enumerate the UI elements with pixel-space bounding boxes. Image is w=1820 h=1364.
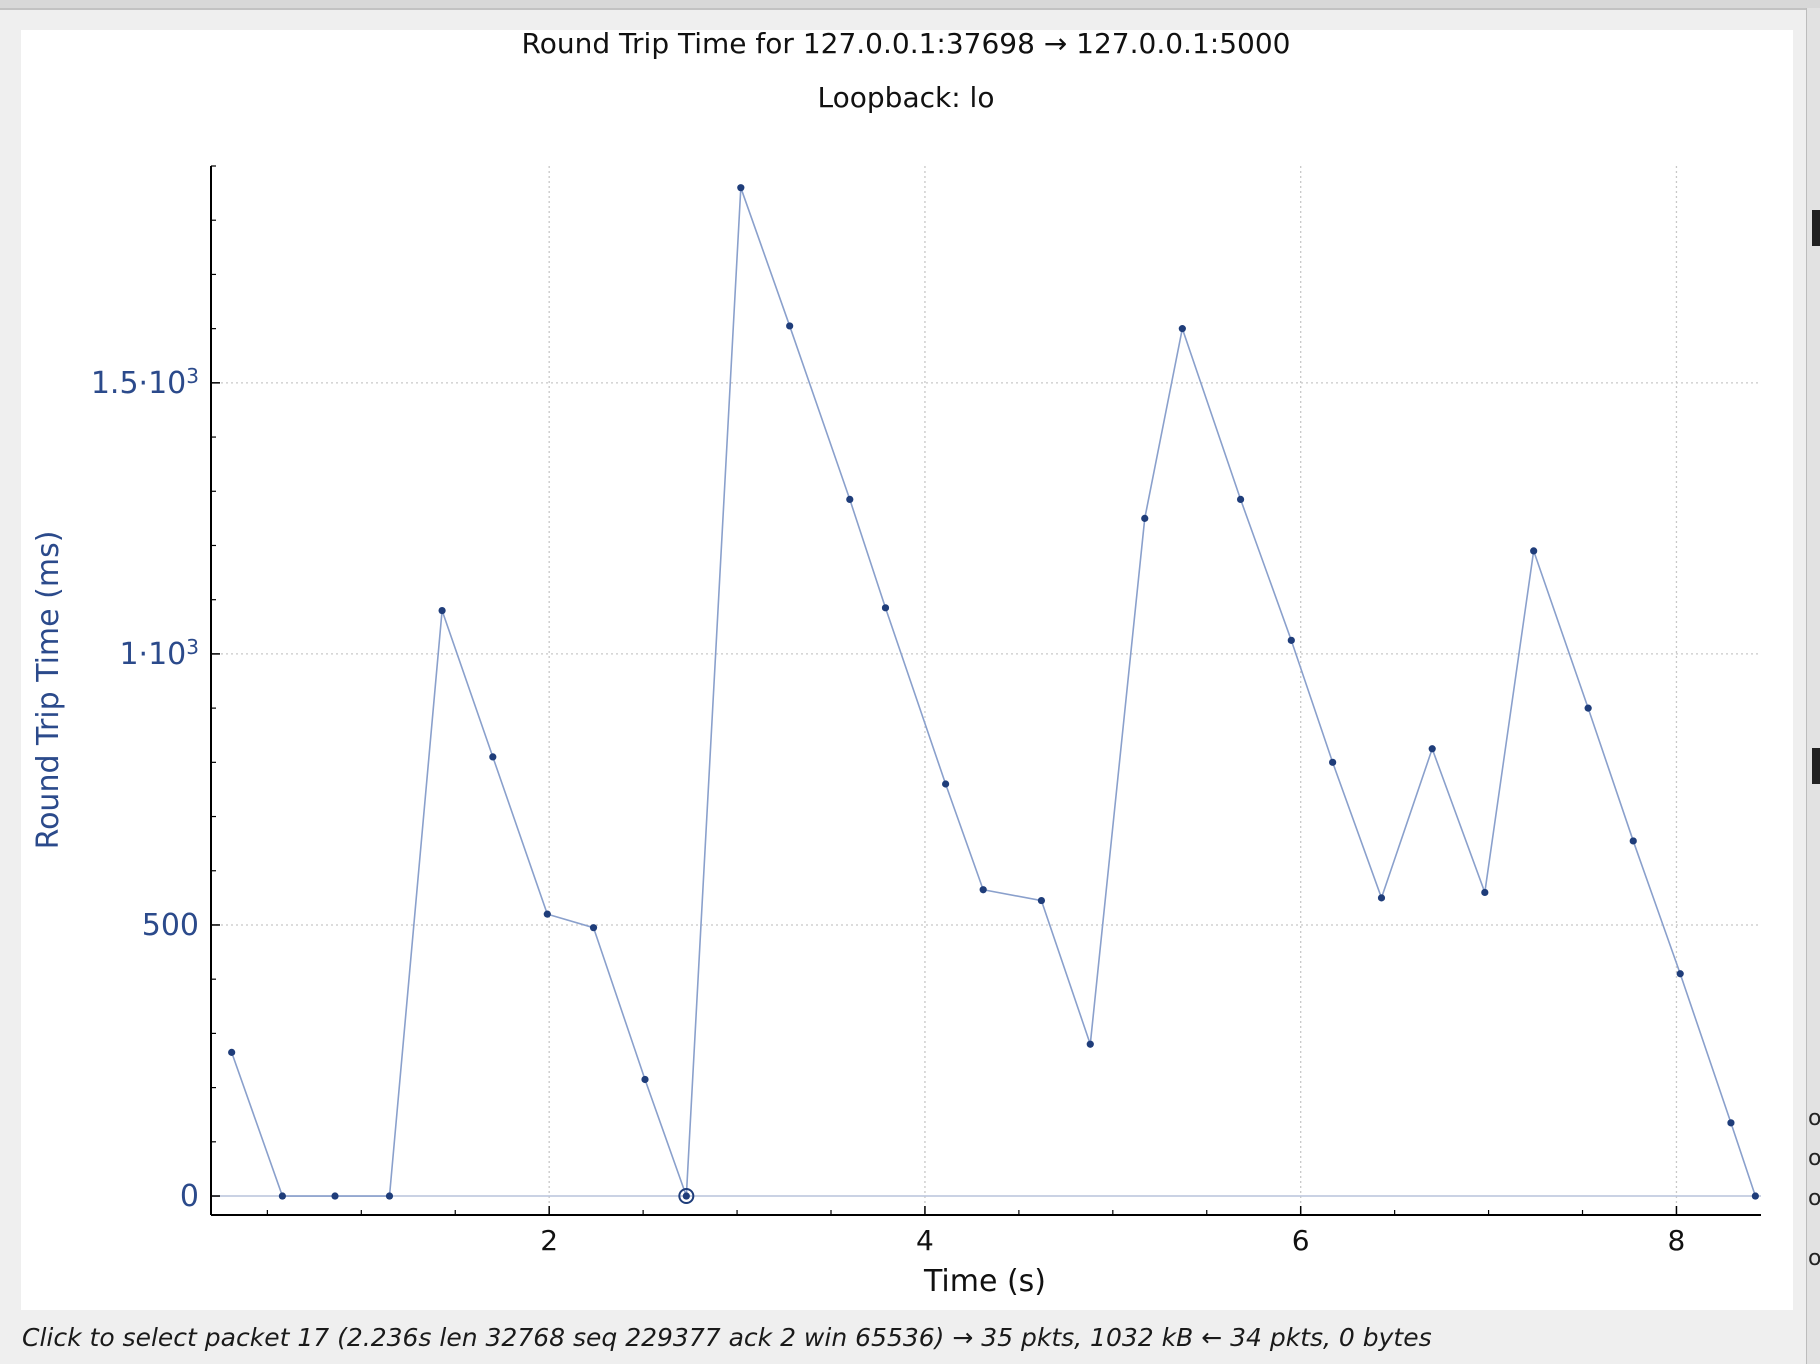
axes: 2 4 6 8 0 500 1·103 1.5·103 bbox=[91, 165, 1761, 1257]
chart-title: Round Trip Time for 127.0.0.1:37698 → 12… bbox=[522, 30, 1291, 60]
y-tick-label: 1·103 bbox=[119, 635, 199, 672]
rtt-data-point[interactable] bbox=[1676, 970, 1684, 978]
rtt-chart[interactable]: Round Trip Time for 127.0.0.1:37698 → 12… bbox=[21, 30, 1793, 1310]
clipped-text: o bbox=[1808, 1186, 1820, 1211]
rtt-series[interactable] bbox=[228, 184, 1759, 1205]
y-axis-label: Round Trip Time (ms) bbox=[31, 531, 66, 850]
rtt-data-point[interactable] bbox=[1629, 837, 1637, 845]
x-tick-label: 4 bbox=[916, 1224, 934, 1257]
grid-lines bbox=[211, 166, 1761, 1215]
rtt-data-point[interactable] bbox=[881, 604, 890, 612]
clipped-text: o bbox=[1808, 1106, 1820, 1131]
scroll-marker bbox=[1812, 748, 1820, 784]
window-top-edge bbox=[0, 0, 1820, 10]
rtt-data-point[interactable] bbox=[438, 606, 446, 615]
rtt-data-point[interactable] bbox=[589, 924, 598, 932]
rtt-data-point[interactable] bbox=[1178, 325, 1186, 333]
clipped-text: o bbox=[1808, 1146, 1820, 1171]
status-hint-text: Click to select packet 17 (2.236s len 32… bbox=[22, 1323, 1432, 1352]
rtt-data-point[interactable] bbox=[786, 322, 794, 330]
y-tick-label: 0 bbox=[180, 1179, 199, 1214]
rtt-data-point[interactable] bbox=[1236, 495, 1245, 504]
rtt-data-point[interactable] bbox=[1037, 896, 1046, 905]
rtt-line[interactable] bbox=[230, 187, 1757, 1197]
rtt-data-point[interactable] bbox=[846, 495, 854, 504]
rtt-data-point[interactable] bbox=[385, 1192, 394, 1200]
x-tick-label: 8 bbox=[1668, 1224, 1686, 1257]
rtt-data-point[interactable] bbox=[737, 184, 745, 192]
clipped-text: o bbox=[1808, 1246, 1820, 1271]
y-tick-label: 500 bbox=[142, 908, 199, 943]
rtt-data-point[interactable] bbox=[278, 1192, 286, 1200]
rtt-data-point[interactable] bbox=[1428, 745, 1436, 753]
scroll-marker bbox=[1812, 210, 1820, 246]
chart-subtitle: Loopback: lo bbox=[818, 81, 995, 114]
rtt-data-point[interactable] bbox=[1287, 636, 1295, 644]
rtt-data-point[interactable] bbox=[1727, 1119, 1735, 1127]
rtt-data-point[interactable] bbox=[682, 1192, 690, 1200]
rtt-data-point[interactable] bbox=[1329, 758, 1337, 766]
rtt-data-point[interactable] bbox=[1481, 888, 1489, 897]
x-tick-label: 2 bbox=[540, 1224, 558, 1257]
rtt-data-point[interactable] bbox=[1141, 514, 1149, 522]
rtt-data-point[interactable] bbox=[979, 886, 987, 894]
right-scrollbar[interactable] bbox=[1806, 8, 1820, 1364]
rtt-data-point[interactable] bbox=[543, 910, 551, 918]
rtt-data-point[interactable] bbox=[331, 1192, 339, 1200]
rtt-data-point[interactable] bbox=[1086, 1040, 1094, 1048]
x-axis-label: Time (s) bbox=[923, 1264, 1046, 1299]
selected-packet-marker[interactable] bbox=[678, 1188, 695, 1205]
rtt-data-point[interactable] bbox=[1751, 1192, 1759, 1200]
rtt-data-point[interactable] bbox=[641, 1075, 649, 1084]
y-tick-label: 1.5·103 bbox=[91, 364, 199, 401]
rtt-data-point[interactable] bbox=[228, 1048, 236, 1056]
rtt-data-point[interactable] bbox=[489, 753, 497, 761]
rtt-data-point[interactable] bbox=[1584, 704, 1592, 712]
rtt-data-point[interactable] bbox=[1377, 894, 1386, 902]
rtt-data-point[interactable] bbox=[942, 780, 950, 788]
x-tick-label: 6 bbox=[1292, 1224, 1310, 1257]
rtt-data-point[interactable] bbox=[1530, 547, 1538, 555]
rtt-plot-panel[interactable]: Round Trip Time for 127.0.0.1:37698 → 12… bbox=[21, 30, 1793, 1310]
